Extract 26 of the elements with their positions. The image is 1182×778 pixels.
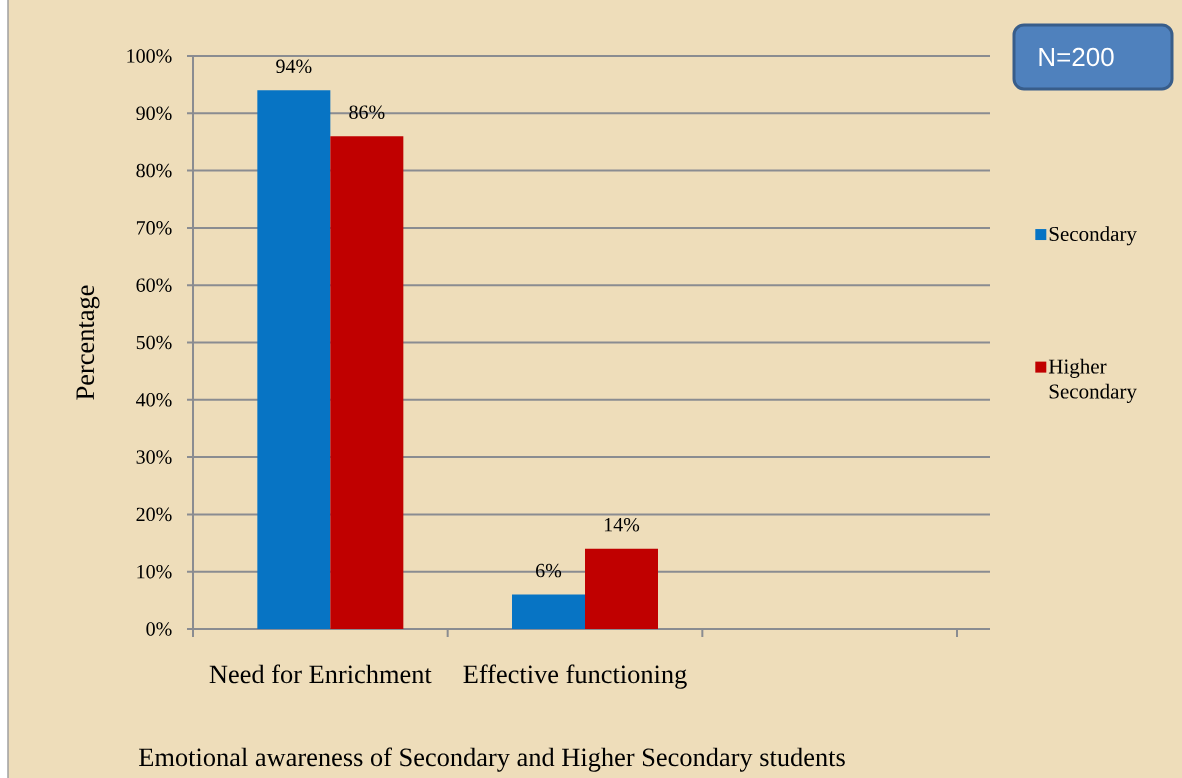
- y-tick-label: 30%: [136, 450, 172, 464]
- data-label: 94%: [276, 59, 312, 74]
- y-tick-label: 80%: [136, 163, 172, 178]
- bar: [257, 90, 331, 629]
- y-axis-title: Percentage: [76, 285, 100, 400]
- y-tick-label: 40%: [136, 393, 172, 407]
- y-tick-label: 70%: [136, 221, 172, 235]
- y-tick-label: 100%: [127, 49, 172, 63]
- bar: [330, 136, 404, 629]
- y-tick-label: 10%: [137, 564, 172, 579]
- legend-label: Higher Secondary: [1048, 358, 1137, 403]
- data-label: 86%: [349, 105, 385, 119]
- y-tick-label: 60%: [136, 278, 172, 292]
- y-tick-label: 0%: [146, 622, 172, 636]
- bar: [585, 548, 658, 629]
- bar: [512, 594, 586, 629]
- data-label: 14%: [604, 517, 640, 532]
- text: Emotional awareness of Secondary and Higher Secondary students: [139, 747, 845, 772]
- x-tick-label: Need for Enrichment: [209, 664, 432, 684]
- data-label: 6%: [536, 563, 562, 578]
- x-tick-label: Effective functioning: [463, 664, 687, 689]
- text: N=200: [1039, 47, 1114, 67]
- y-tick-label: 20%: [136, 507, 172, 522]
- y-tick-label: 90%: [136, 106, 172, 121]
- y-tick-label: 50%: [136, 335, 172, 350]
- legend-label: Secondary: [1049, 226, 1137, 246]
